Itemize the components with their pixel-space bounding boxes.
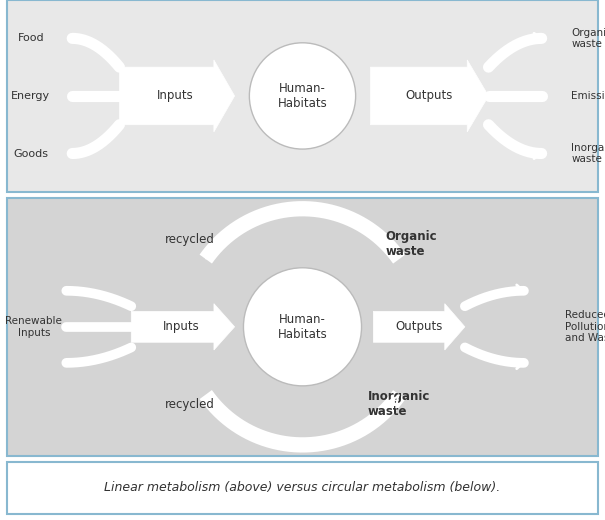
Text: recycled: recycled bbox=[165, 397, 215, 411]
Text: Organic
waste: Organic waste bbox=[385, 230, 437, 258]
FancyBboxPatch shape bbox=[7, 0, 598, 192]
Text: Food: Food bbox=[18, 33, 44, 43]
Text: Inorganic
waste: Inorganic waste bbox=[571, 142, 605, 164]
Text: recycled: recycled bbox=[165, 233, 215, 246]
Text: Human-
Habitats: Human- Habitats bbox=[278, 82, 327, 110]
FancyBboxPatch shape bbox=[7, 462, 598, 514]
Text: Goods: Goods bbox=[13, 149, 48, 159]
FancyBboxPatch shape bbox=[7, 198, 598, 456]
Text: Outputs: Outputs bbox=[396, 320, 443, 333]
Ellipse shape bbox=[243, 268, 362, 386]
Ellipse shape bbox=[249, 43, 356, 149]
Text: Inputs: Inputs bbox=[157, 89, 194, 102]
Text: Outputs: Outputs bbox=[406, 89, 453, 102]
FancyArrow shape bbox=[370, 60, 488, 132]
Text: Emissions: Emissions bbox=[571, 91, 605, 101]
Text: Inputs: Inputs bbox=[163, 320, 200, 333]
FancyArrow shape bbox=[119, 60, 235, 132]
Text: Human-
Habitats: Human- Habitats bbox=[278, 313, 327, 341]
Text: Renewable
Inputs: Renewable Inputs bbox=[5, 316, 62, 337]
FancyArrow shape bbox=[131, 304, 235, 350]
Text: Linear metabolism (above) versus circular metabolism (below).: Linear metabolism (above) versus circula… bbox=[105, 482, 500, 494]
FancyArrow shape bbox=[373, 304, 465, 350]
Text: Energy: Energy bbox=[11, 91, 50, 101]
Text: Organic
waste: Organic waste bbox=[571, 28, 605, 49]
Text: Inorganic
waste: Inorganic waste bbox=[367, 390, 430, 418]
Text: Reduced
Pollution
and Waste: Reduced Pollution and Waste bbox=[565, 310, 605, 343]
